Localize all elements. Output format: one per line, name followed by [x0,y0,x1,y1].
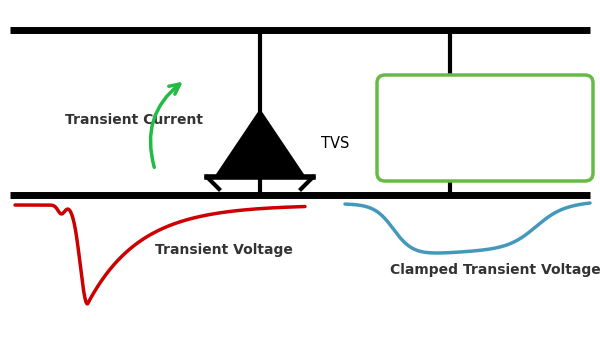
Text: TVS: TVS [321,136,349,151]
Text: Transient Voltage: Transient Voltage [155,243,293,257]
FancyBboxPatch shape [377,75,593,181]
Text: System under
protection: System under protection [427,106,543,150]
Text: Clamped Transient Voltage: Clamped Transient Voltage [390,263,600,277]
Polygon shape [215,110,305,177]
Text: Transient Current: Transient Current [65,113,203,127]
